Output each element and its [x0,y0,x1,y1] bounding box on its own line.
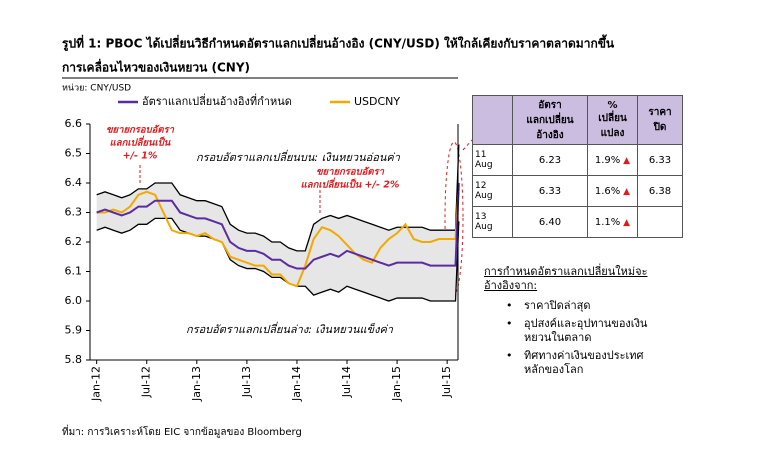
subtitle: การเคลื่อนไหวของเงินหยวน (CNY) [62,59,250,75]
legend-label: USDCNY [354,95,400,108]
up-arrow: ▲ [620,217,631,228]
cell-text: 6.33 [538,185,562,197]
table-cell: 1.1% ▲ [587,206,638,238]
series-line [96,182,460,270]
cell-text: 6.33 [648,154,672,166]
cell-text: Aug [475,222,493,232]
table-cell: 12 Aug [472,175,513,207]
table-cell: 1.9% ▲ [587,144,638,176]
header-cell: อัตราแลกเปลี่ยนอ้างอิง [512,95,588,145]
y-tick-label: 6.2 [65,235,83,248]
table-row: 11 Aug 6.23 1.9% ▲ 6.33 [472,144,683,176]
table-cell: 6.33 [512,175,588,207]
annotation: แลกเปลี่ยนเป็น +/- 2% [301,178,400,191]
header-text: แปลง [600,127,625,139]
annotation: ขยายกรอบอัตรา [106,125,175,136]
cell-text: Aug [475,191,493,201]
x-tick-label: Jan-15 [390,366,403,402]
y-tick-label: 5.9 [65,324,83,337]
x-tick-label: Jul-15 [440,366,453,398]
notes-heading-text: อ้างอิงจาก: [484,279,538,292]
table-cell: 6.40 [512,206,588,238]
cell-text: 1.1% [594,216,621,228]
header-text: อัตรา [538,99,562,111]
header-text: แลกเปลี่ยน [526,114,574,126]
x-tick-label: Jul-12 [140,366,153,398]
source: ที่มา: การวิเคราะห์โดย EIC จากข้อมูลของ … [62,424,302,438]
header-cell: ราคาปิด [637,95,683,145]
x-tick-label: Jan-14 [290,366,303,402]
title: รูปที่ 1: PBOC ได้เปลี่ยนวิธีกำหนดอัตราแ… [62,34,615,52]
cell-text: 1.9% [594,154,621,166]
annotation: ขยายกรอบอัตรา [316,167,385,178]
y-tick-label: 5.8 [65,353,83,366]
table-cell [637,206,683,238]
table-cell: 1.6% ▲ [587,175,638,207]
table-cell: 11 Aug [472,144,513,176]
notes: การกำหนดอัตราแลกเปลี่ยนใหม่จะ อ้างอิงจาก:… [484,265,648,381]
cell-text: 6.23 [538,154,562,166]
y-tick-label: 6.1 [65,265,83,278]
table-cell: 6.38 [637,175,683,207]
legend-label: อัตราแลกเปลี่ยนอ้างอิงที่กำหนด [142,93,292,108]
highlight-link [462,139,473,151]
table-cell: 6.33 [637,144,683,176]
note-text: หยวนในตลาด [524,331,592,344]
band-line [96,217,460,302]
header-text: ราคา [648,107,672,118]
x-tick-label: Jan-13 [190,366,203,402]
y-tick-label: 6.0 [65,294,83,307]
cell-text: 1.6% [594,185,621,197]
header-row: อัตรา แลกเปลี่ยน อ้างอิง% เปลี่ยน แปลง ราคา ปิ… [472,95,683,145]
annotation: แลกเปลี่ยนเป็น [110,136,171,149]
header-text: เปลี่ยน [598,112,627,124]
y-tick-label: 6.5 [65,147,83,160]
annotation: กรอบอัตราแลกเปลี่ยนบน: เงินหยวนอ่อนค่า [196,149,401,164]
cell-text: 6.40 [538,216,562,228]
header-cell: % เปลี่ยนแปลง [587,95,638,145]
table-row: 13 Aug 6.40 1.1% ▲ [472,206,683,238]
header-text: % [607,99,618,111]
note-text: อุปสงค์และอุปทานของเงิน [524,317,648,330]
cell-text: Aug [475,160,493,170]
x-tick-label: Jul-13 [240,366,253,398]
y-tick-label: 6.3 [65,206,83,219]
note-text: ทิศทางค่าเงินของประเทศ [524,349,644,362]
cell-text: 11 [475,150,487,160]
cell-text: 13 [475,212,487,222]
table-cell: 13 Aug [472,206,513,238]
note-item: ราคาปิดล่าสุด [484,299,648,313]
table-cell: 6.23 [512,144,588,176]
highlight-ellipse [444,141,464,295]
x-tick-label: Jul-14 [340,366,353,398]
unit: หน่วย: CNY/USD [62,84,131,94]
y-tick-label: 6.6 [65,117,83,130]
header-text: อ้างอิง [536,129,564,141]
table-row: 12 Aug 6.33 1.6% ▲ 6.38 [472,175,683,207]
annotation: กรอบอัตราแลกเปลี่ยนล่าง: เงินหยวนแข็งค่า [186,321,394,336]
note-text: หลักของโลก [524,363,584,376]
data-table: อัตรา แลกเปลี่ยน อ้างอิง% เปลี่ยน แปลง ราคา ปิ… [472,95,683,238]
cell-text: 12 [475,181,487,191]
cell-text: 6.38 [648,185,672,197]
y-tick-label: 6.4 [65,176,83,189]
note-text: ราคาปิดล่าสุด [524,299,591,312]
notes-heading-text: การกำหนดอัตราแลกเปลี่ยนใหม่จะ [484,265,648,278]
up-arrow: ▲ [620,155,631,166]
annotation: +/- 1% [123,151,158,162]
header-cell [472,95,513,145]
x-tick-label: Jan-12 [90,366,103,402]
notes-heading: การกำหนดอัตราแลกเปลี่ยนใหม่จะ อ้างอิงจาก: [484,265,648,293]
header-text: ปิด [653,122,667,133]
up-arrow: ▲ [620,186,631,197]
